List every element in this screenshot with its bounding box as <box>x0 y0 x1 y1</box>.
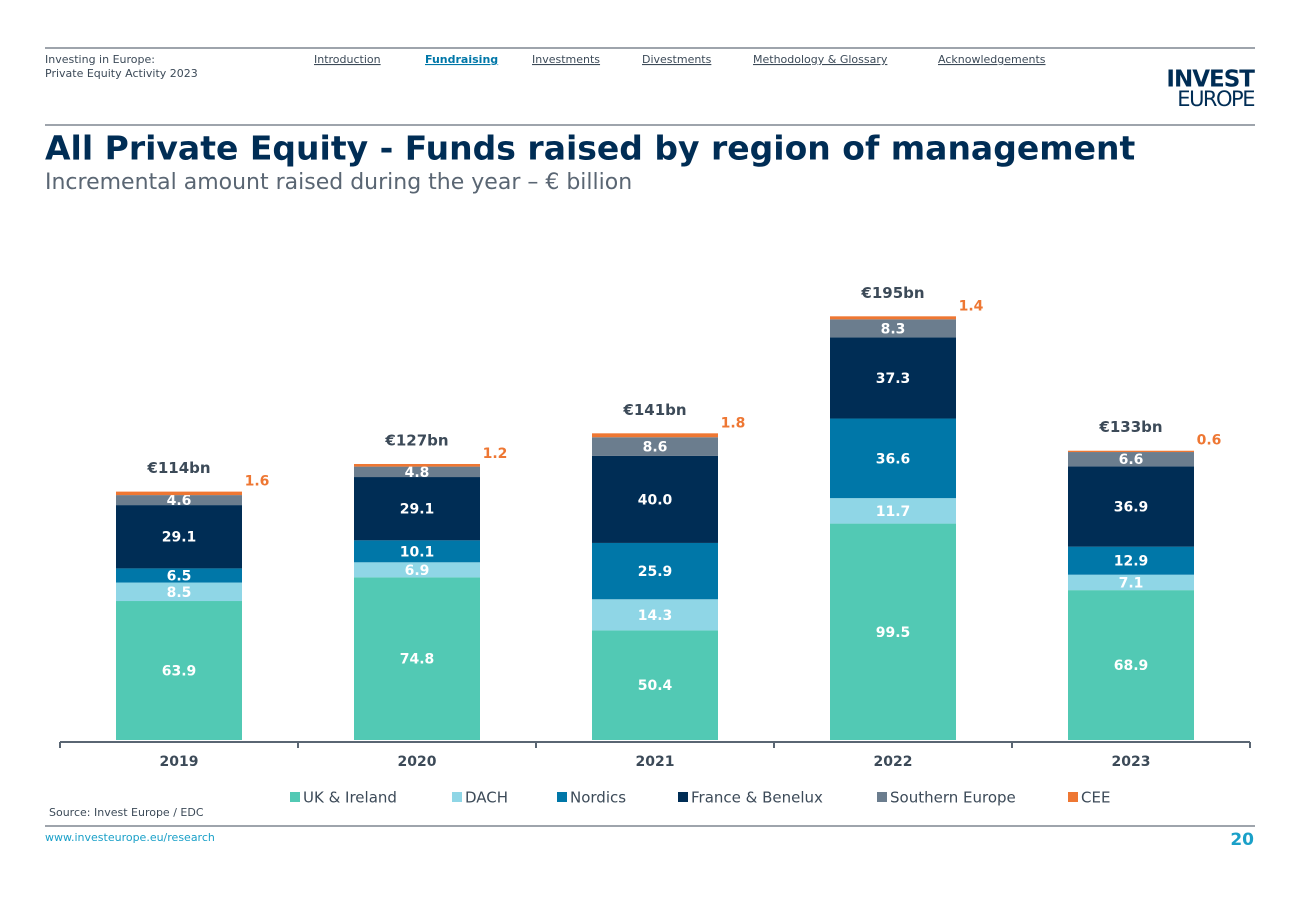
total-label: €133bn <box>1098 418 1162 436</box>
report-name: Private Equity Activity 2023 <box>45 67 198 80</box>
bar-segment <box>592 433 718 438</box>
total-label: €195bn <box>860 284 924 302</box>
legend-swatch <box>1068 792 1078 802</box>
legend-swatch <box>877 792 887 802</box>
bar-segment <box>830 498 956 524</box>
x-tick-label: 2022 <box>874 754 913 770</box>
data-label: 99.5 <box>876 625 911 641</box>
data-label: 12.9 <box>1114 554 1149 570</box>
source: Source: Invest Europe / EDC <box>49 806 204 819</box>
total-label: €114bn <box>146 459 210 477</box>
bar-segment <box>1068 452 1194 467</box>
legend-label: UK & Ireland <box>303 789 397 807</box>
nav-link[interactable]: Investments <box>532 53 600 66</box>
bar-segment <box>116 491 242 496</box>
data-label: 63.9 <box>162 664 197 680</box>
data-label: 8.6 <box>643 440 668 456</box>
bar-segment <box>1068 546 1194 575</box>
data-label: 8.3 <box>881 321 906 337</box>
bar-segment <box>354 466 480 478</box>
nav-link[interactable]: Methodology & Glossary <box>753 53 888 66</box>
legend-label: Nordics <box>570 789 626 807</box>
chart-title: All Private Equity - Funds raised by reg… <box>45 129 1135 168</box>
bar-segment <box>116 568 242 583</box>
data-label: 29.1 <box>162 530 197 546</box>
data-label: 8.5 <box>167 585 192 601</box>
page-number: 20 <box>1230 830 1254 850</box>
legend-swatch <box>452 792 462 802</box>
bar-segment <box>592 455 718 543</box>
bar-segment <box>830 316 956 320</box>
data-label: 10.1 <box>400 544 435 560</box>
bar-segment <box>830 418 956 499</box>
legend-swatch <box>557 792 567 802</box>
bar-segment <box>830 319 956 338</box>
x-tick-label: 2019 <box>160 754 199 770</box>
data-label: 0.6 <box>1197 433 1222 449</box>
x-tick-label: 2020 <box>398 754 437 770</box>
nav-link[interactable]: Introduction <box>314 53 381 66</box>
legend-label: DACH <box>465 789 508 807</box>
data-label: 25.9 <box>638 564 673 580</box>
data-label: 14.3 <box>638 608 673 624</box>
bar-segment <box>1068 574 1194 591</box>
bar-segment <box>116 582 242 602</box>
bar-segment <box>592 437 718 456</box>
bar-segment <box>354 463 480 467</box>
bar-segment <box>1068 590 1194 740</box>
bar-segment <box>354 540 480 563</box>
data-label: 6.5 <box>167 568 192 584</box>
data-label: 1.4 <box>959 298 984 314</box>
legend-label: France & Benelux <box>691 789 823 807</box>
data-label: 6.6 <box>1119 452 1144 468</box>
x-tick-label: 2021 <box>636 754 675 770</box>
data-label: 6.9 <box>405 563 430 579</box>
chart-subtitle: Incremental amount raised during the yea… <box>45 170 632 195</box>
data-label: 1.6 <box>245 474 270 490</box>
data-label: 4.8 <box>405 465 430 481</box>
report-name: Investing in Europe: <box>45 53 155 66</box>
data-label: 7.1 <box>1119 575 1144 591</box>
bar-segment <box>116 601 242 740</box>
nav-link[interactable]: Acknowledgements <box>938 53 1046 66</box>
nav-link[interactable]: Divestments <box>642 53 712 66</box>
legend-swatch <box>678 792 688 802</box>
bar-segment <box>592 599 718 631</box>
total-label: €127bn <box>384 431 448 449</box>
data-label: 50.4 <box>638 678 673 694</box>
bar-segment <box>592 542 718 600</box>
data-label: 1.8 <box>721 415 746 431</box>
data-label: 37.3 <box>876 371 911 387</box>
legend-swatch <box>290 792 300 802</box>
legend-label: Southern Europe <box>890 789 1016 807</box>
bar-segment <box>1068 450 1194 453</box>
logo: INVEST <box>1166 67 1255 93</box>
bar-segment <box>354 477 480 541</box>
logo: EUROPE <box>1177 87 1254 111</box>
data-label: 29.1 <box>400 502 435 518</box>
nav-link[interactable]: Fundraising <box>425 53 498 66</box>
bar-segment <box>830 337 956 419</box>
data-label: 40.0 <box>638 492 673 508</box>
bar-segment <box>354 562 480 578</box>
x-tick-label: 2023 <box>1112 754 1151 770</box>
bar-segment <box>116 505 242 569</box>
data-label: 68.9 <box>1114 658 1149 674</box>
bar-segment <box>354 577 480 740</box>
total-label: €141bn <box>622 401 686 419</box>
bar-segment <box>830 523 956 740</box>
bar-segment <box>1068 466 1194 547</box>
data-label: 36.6 <box>876 451 911 467</box>
data-label: 11.7 <box>876 504 911 520</box>
footer-url: www.investeurope.eu/research <box>45 831 215 844</box>
data-label: 36.9 <box>1114 500 1149 516</box>
data-label: 4.6 <box>167 493 192 509</box>
bar-segment <box>592 630 718 740</box>
data-label: 1.2 <box>483 446 508 462</box>
data-label: 74.8 <box>400 652 435 668</box>
bar-segment <box>116 495 242 506</box>
legend-label: CEE <box>1081 789 1110 807</box>
